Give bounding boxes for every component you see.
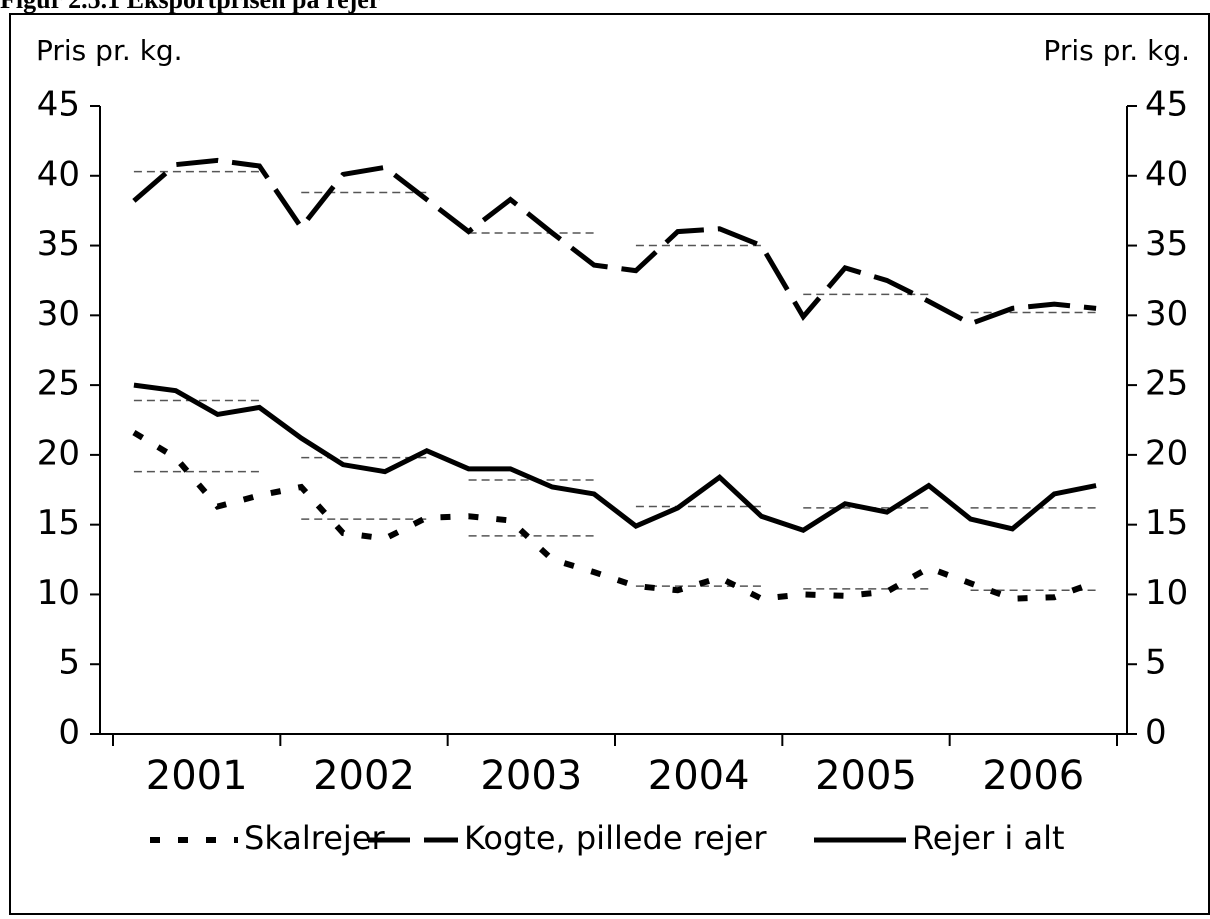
- y-tick-label: 15: [37, 503, 80, 543]
- y-tick-label: 35: [37, 224, 80, 264]
- chart-title: Figur 2.5.1 Eksportprisen på rejer: [0, 0, 380, 14]
- y-tick-label: 10: [37, 573, 80, 613]
- y2-tick-label: 0: [1145, 713, 1167, 753]
- y-tick-label: 30: [37, 294, 80, 334]
- series-line: [132, 157, 1097, 327]
- series-line: [133, 382, 1097, 533]
- series-line: [132, 429, 1098, 602]
- y-tick-label: 5: [58, 643, 80, 683]
- y-tick-label: 20: [37, 433, 80, 473]
- y2-tick-label: 25: [1145, 364, 1188, 404]
- x-group-label: 2003: [480, 753, 582, 799]
- y-axis-label: Pris pr. kg.: [36, 34, 183, 67]
- y-tick-label: 45: [37, 85, 80, 125]
- frame: [9, 13, 1210, 915]
- y-tick-label: 40: [37, 154, 80, 194]
- y2-tick-label: 20: [1145, 433, 1188, 473]
- y2-tick-label: 15: [1145, 503, 1188, 543]
- y2-axis-label: Pris pr. kg.: [1043, 34, 1190, 67]
- y-tick-label: 0: [58, 713, 80, 753]
- x-group-label: 2006: [982, 753, 1084, 799]
- legend-label: Rejer i alt: [912, 819, 1065, 857]
- legend-label: Skalrejer: [244, 819, 386, 857]
- y2-tick-label: 40: [1145, 154, 1188, 194]
- x-group-label: 2004: [648, 753, 750, 799]
- legend-label: Kogte, pillede rejer: [464, 819, 767, 857]
- y2-tick-label: 35: [1145, 224, 1188, 264]
- y2-tick-label: 45: [1145, 85, 1188, 125]
- y-tick-label: 25: [37, 364, 80, 404]
- x-group-label: 2001: [146, 753, 248, 799]
- x-group-label: 2002: [313, 753, 415, 799]
- y2-tick-label: 10: [1145, 573, 1188, 613]
- y2-tick-label: 5: [1145, 643, 1167, 683]
- y2-tick-label: 30: [1145, 294, 1188, 334]
- x-group-label: 2005: [815, 753, 917, 799]
